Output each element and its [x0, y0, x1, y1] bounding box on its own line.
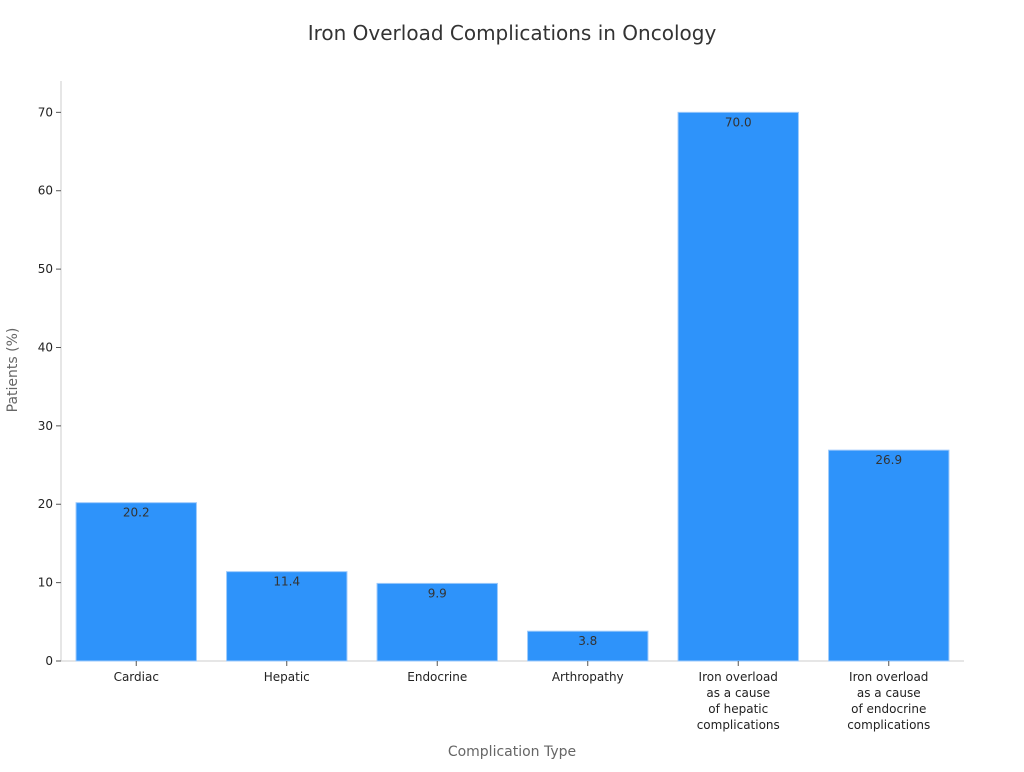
- bar-value-label: 70.0: [725, 115, 752, 129]
- chart-title: Iron Overload Complications in Oncology: [308, 21, 717, 45]
- bar: [527, 630, 649, 662]
- y-tick-label: 50: [38, 262, 53, 276]
- x-tick-label: of hepatic: [708, 702, 768, 716]
- x-tick-label: as a cause: [857, 686, 921, 700]
- y-tick-label: 30: [38, 419, 53, 433]
- x-tick-label: of endocrine: [851, 702, 926, 716]
- plot-area: 0 10 20 30 40 50 60 70 20.2 Cardiac 11.4 Hepatic 9.9…: [38, 81, 964, 732]
- x-tick-label: complications: [847, 718, 930, 732]
- bar: [828, 449, 950, 662]
- y-tick-label: 60: [38, 184, 53, 198]
- y-tick-label: 20: [38, 497, 53, 511]
- x-tick-label: complications: [697, 718, 780, 732]
- bar-value-label: 11.4: [273, 575, 300, 589]
- x-tick-label: Hepatic: [264, 670, 310, 684]
- y-tick-label: 70: [38, 105, 53, 119]
- y-axis-title: Patients (%): [5, 328, 21, 413]
- x-tick-label: Iron overload: [849, 670, 928, 684]
- bar: [226, 571, 348, 662]
- bar: [75, 502, 197, 662]
- bar: [376, 582, 498, 662]
- bar-value-label: 20.2: [123, 506, 150, 520]
- y-tick-label: 0: [45, 654, 53, 668]
- y-tick-label: 40: [38, 340, 53, 354]
- x-axis-title: Complication Type: [448, 744, 576, 760]
- x-tick-label: Endocrine: [407, 670, 467, 684]
- y-tick-label: 10: [38, 576, 53, 590]
- x-tick-label: Arthropathy: [552, 670, 624, 684]
- bar-value-label: 9.9: [428, 586, 447, 600]
- bar: [677, 111, 799, 662]
- bar-value-label: 3.8: [578, 634, 597, 648]
- bar-value-label: 26.9: [875, 453, 902, 467]
- x-tick-label: as a cause: [706, 686, 770, 700]
- x-tick-label: Cardiac: [114, 670, 159, 684]
- x-tick-label: Iron overload: [699, 670, 778, 684]
